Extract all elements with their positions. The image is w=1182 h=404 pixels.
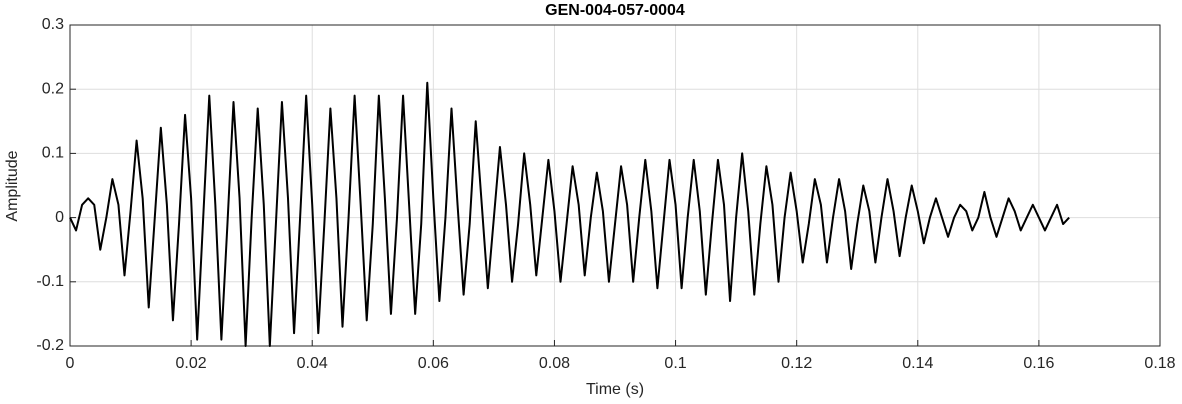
plot-frame (69, 24, 1161, 347)
x-tick-label: 0.14 (902, 355, 933, 372)
x-tick-label: 0.08 (539, 355, 570, 372)
x-tick-label: 0.1 (664, 355, 686, 372)
y-tick-label: 0.1 (42, 145, 64, 162)
y-tick-label: 0 (55, 209, 64, 226)
y-tick-label: -0.1 (36, 273, 64, 290)
chart-title: GEN-004-057-0004 (545, 2, 685, 19)
waveform-line (69, 81, 1070, 347)
x-tick-label: 0 (66, 355, 75, 372)
y-tick-label: 0.2 (42, 80, 64, 97)
x-tick-label: 0.16 (1023, 355, 1054, 372)
y-axis-label: Amplitude (4, 150, 21, 221)
y-tick-label: 0.3 (42, 16, 64, 33)
x-tick-label: 0.06 (418, 355, 449, 372)
x-axis-label: Time (s) (586, 381, 644, 398)
x-tick-label: 0.02 (176, 355, 207, 372)
x-tick-label: 0.12 (781, 355, 812, 372)
x-tick-label: 0.04 (297, 355, 328, 372)
x-tick-label: 0.18 (1144, 355, 1175, 372)
y-tick-label: -0.2 (36, 337, 64, 354)
